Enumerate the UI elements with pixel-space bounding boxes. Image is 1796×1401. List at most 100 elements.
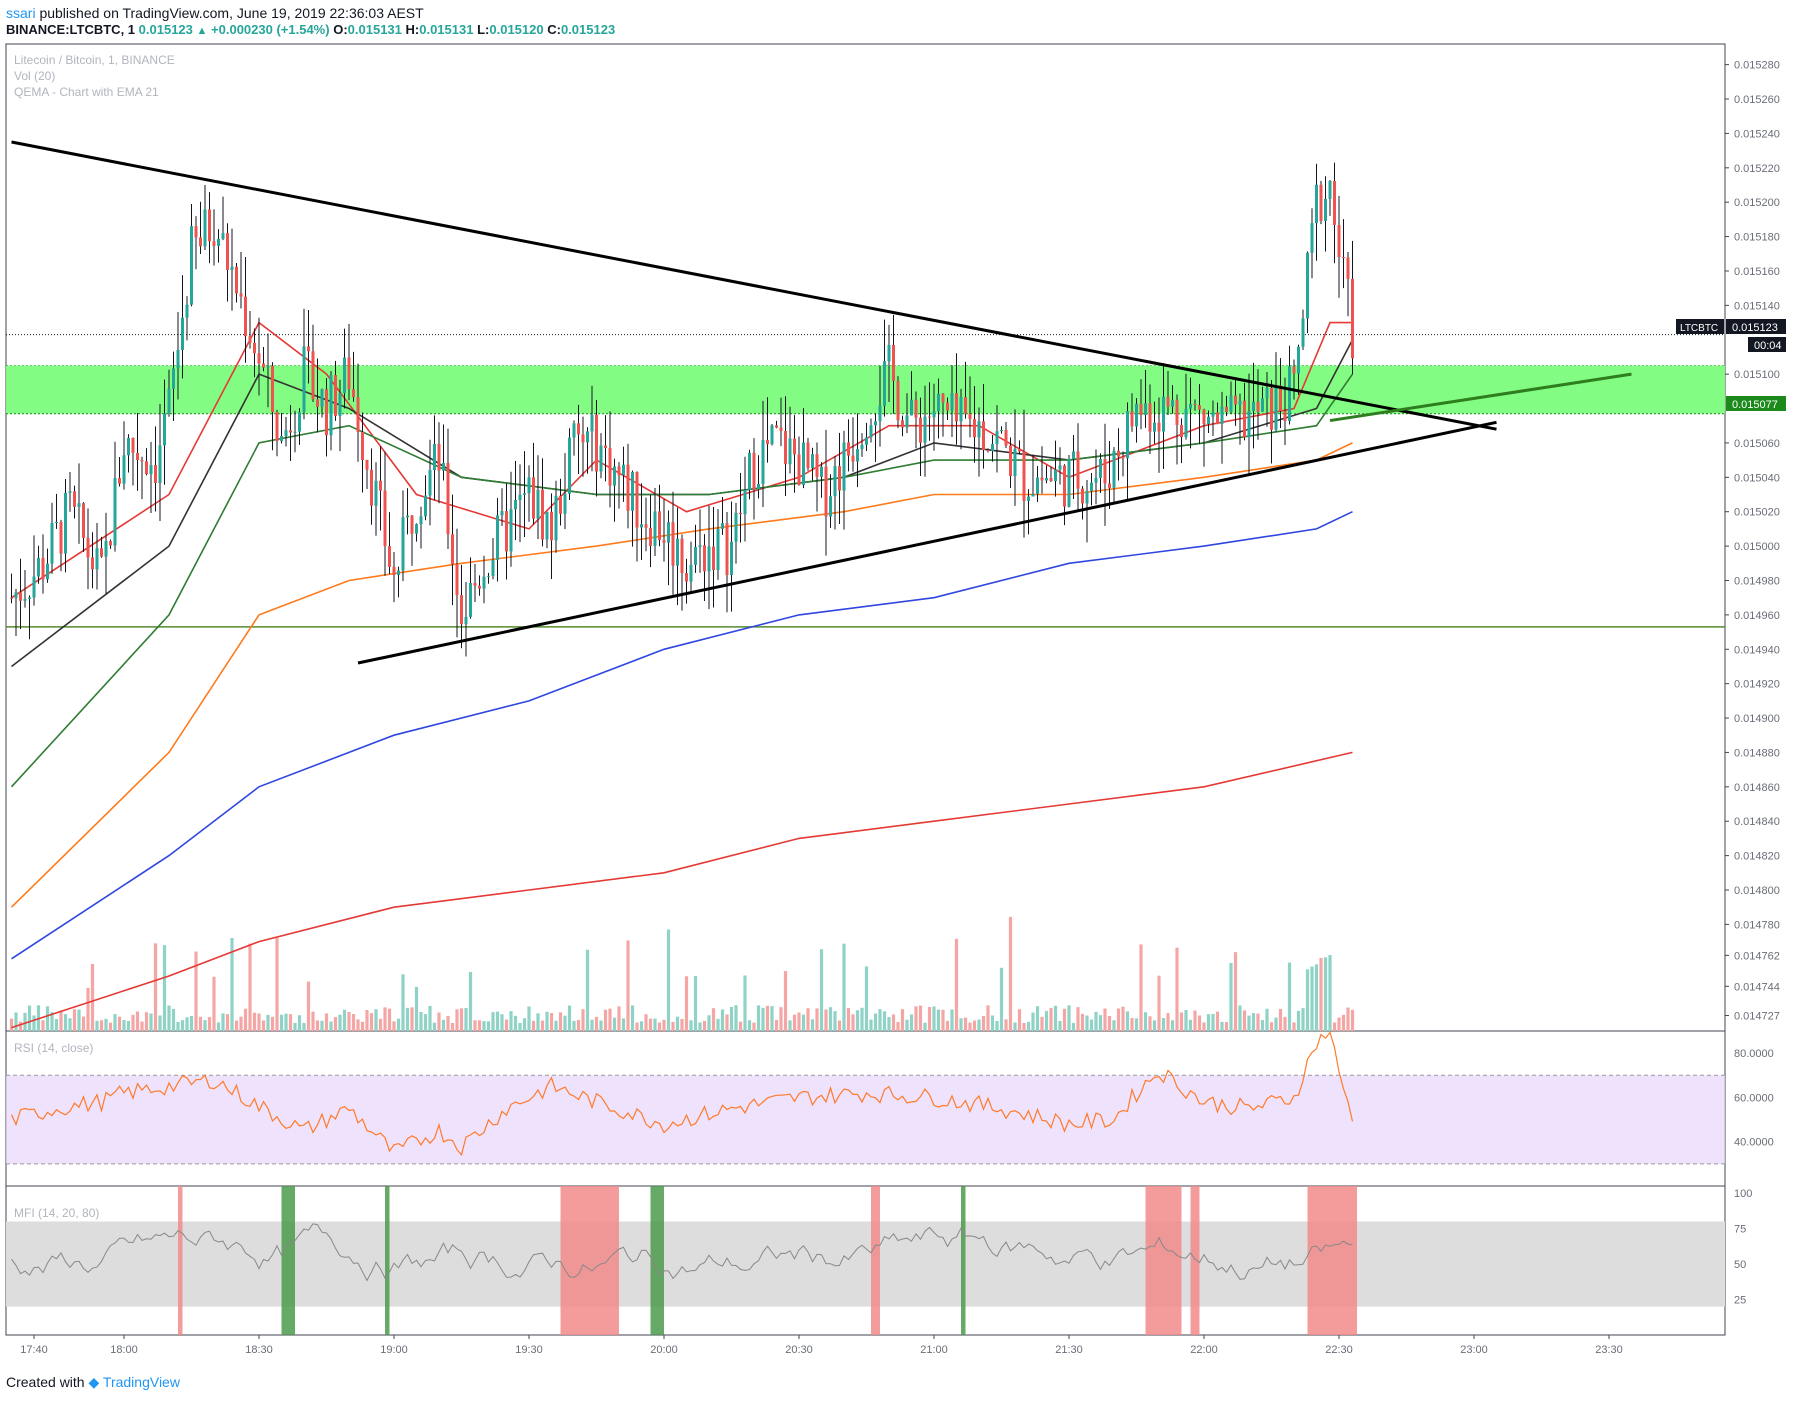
candle-down [311,351,315,400]
volume-bar-up [162,945,167,1031]
candle-down [1243,400,1246,438]
volume-bar-up [509,1011,513,1031]
time-tick-label: 22:00 [1190,1344,1218,1356]
volume-bar-up [693,976,698,1031]
candle-down [658,511,661,541]
volume-bar-up [995,1020,999,1031]
tradingview-link[interactable]: TradingView [102,1374,180,1390]
candle-up [320,389,324,407]
candle-up [482,576,486,589]
volume-bar-down [558,1012,563,1031]
volume-bar-down [1292,1022,1296,1031]
volume-bar-up [338,1014,342,1031]
candle-up [1265,387,1269,399]
volume-bar-down [234,1020,239,1031]
candle-up [631,471,634,511]
candle-up [1247,410,1251,438]
volume-bar-up [747,1020,752,1031]
volume-bar-up [1211,1013,1215,1031]
candle-up [730,541,733,576]
candle-up [172,368,175,389]
candle-up [842,442,846,491]
volume-bar-up [374,1009,378,1031]
volume-bar-down [387,1008,392,1031]
volume-bar-down [765,1005,770,1031]
volume-bar-up [675,1016,680,1031]
candle-up [743,489,747,515]
mfi-band [6,1221,1725,1307]
price-tick-label: 0.015060 [1734,438,1780,450]
candle-down [325,389,328,436]
candle-down [1049,477,1053,482]
ema-long-red-line [11,751,1353,1029]
price-tick-label: 0.014727 [1734,1011,1780,1023]
candle-up [428,470,432,496]
candle-down [1130,411,1134,427]
candle-down [644,524,648,528]
candle-down [1004,429,1008,446]
candle-down [838,466,841,491]
volume-bar-down [671,1021,675,1031]
volume-bar-down [954,938,959,1031]
volume-bar-up [203,1020,207,1031]
price-tick-label: 0.015240 [1734,128,1780,140]
volume-bar-down [918,1005,923,1031]
candle-down [140,460,144,462]
candle-up [523,493,526,495]
trendlines[interactable] [11,140,1632,665]
candle-down [41,557,45,580]
price-tick-label: 0.015200 [1734,197,1780,209]
volume-bar-up [1053,1005,1058,1031]
zone-price-box [1726,396,1786,411]
ema-blue-line [11,510,1353,960]
time-tick-label: 18:00 [110,1344,138,1356]
volume-bar-up [990,1015,995,1031]
volume-bar-down [846,1008,851,1031]
time-tick-label: 22:30 [1325,1344,1353,1356]
candle-down [941,393,945,403]
candle-down [392,566,396,576]
price-tick-label: 0.014960 [1734,610,1780,622]
volume-bar-up [1044,1010,1049,1031]
mfi-line [11,1223,1353,1282]
volume-bar-down [153,943,158,1031]
candle-up [464,616,468,625]
volume-bar-up [1085,1015,1089,1031]
candle-up [1238,400,1242,405]
open-label: O: [333,22,348,37]
volume-bar-down [648,1018,653,1031]
candle-down [1342,257,1345,259]
author-link[interactable]: ssari [6,5,36,21]
volume-bar-down [1346,1007,1350,1031]
candle-up [860,444,864,450]
candle-up [878,405,882,422]
volume-bar-up [720,1009,725,1031]
volume-bar-up [27,1005,32,1031]
candle-down [892,344,895,381]
volume-bar-up [63,1014,68,1031]
close-value: 0.015123 [560,22,616,37]
candle-down [1283,411,1287,421]
volume-bar-down [657,1022,662,1031]
candle-down [59,521,63,554]
mfi-pane [6,1186,1725,1335]
mfi-oversold-highlight [385,1186,390,1335]
volume-bar-up [1026,1021,1031,1031]
volume-bar-up [1112,1020,1116,1031]
volume-bar-up [491,1012,495,1031]
candle-up [397,570,400,576]
candle-down [19,592,22,601]
legend-title: Litecoin / Bitcoin, 1, BINANCE [14,53,175,67]
volume-bar-down [9,1018,14,1031]
symbol-tag: LTCBTC [1680,323,1718,334]
volume-bar-up [1305,969,1310,1031]
candle-up [1144,403,1147,415]
candle-down [968,413,972,420]
candle-down [1225,406,1228,412]
mfi-overbought-highlight [1307,1186,1357,1335]
candle-up [1135,403,1138,427]
volume-bar-down [1121,1006,1125,1031]
rsi-tick-label: 40.0000 [1734,1137,1774,1149]
candle-down [1139,403,1143,415]
